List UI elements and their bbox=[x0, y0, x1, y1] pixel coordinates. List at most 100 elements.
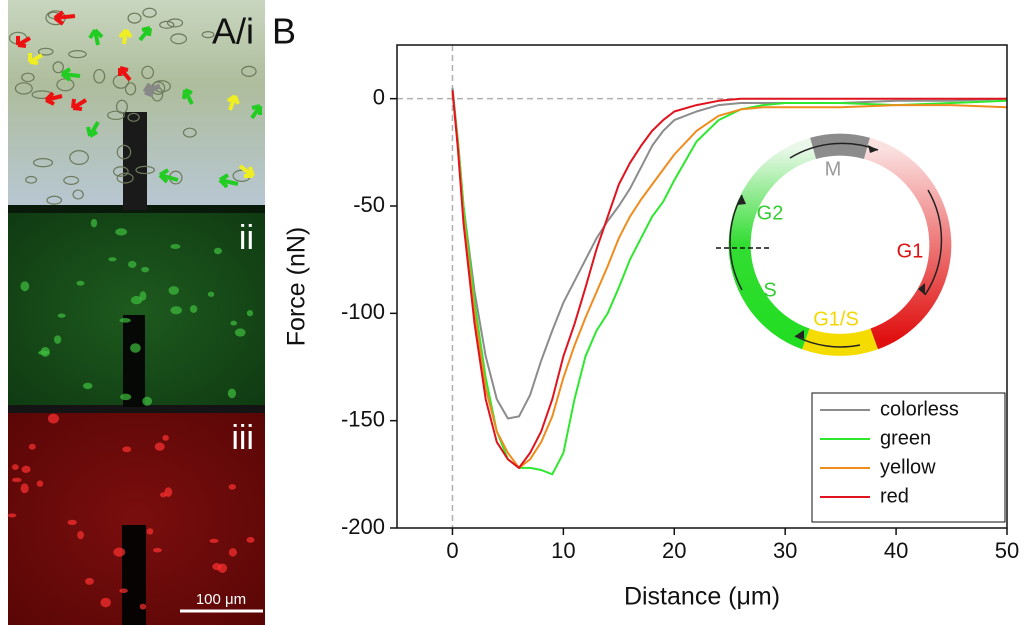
cell bbox=[228, 548, 237, 557]
cell bbox=[21, 465, 31, 473]
cell bbox=[90, 218, 98, 228]
inset-label: G1/S bbox=[813, 308, 859, 330]
arrowhead bbox=[868, 145, 878, 153]
cell bbox=[28, 443, 36, 450]
cell bbox=[142, 7, 157, 18]
cell bbox=[40, 347, 51, 357]
cell-cycle-inset bbox=[716, 133, 952, 356]
cell bbox=[57, 313, 66, 318]
cell bbox=[112, 166, 129, 177]
cell bbox=[115, 228, 128, 236]
cell bbox=[139, 603, 147, 610]
cell bbox=[20, 281, 30, 292]
cell bbox=[170, 306, 182, 315]
cell bbox=[7, 513, 17, 518]
x-tick-label: 30 bbox=[773, 538, 797, 563]
cell bbox=[82, 382, 93, 390]
panel-label: A/i bbox=[212, 11, 254, 52]
cell bbox=[116, 172, 134, 184]
cell bbox=[25, 175, 38, 184]
cell bbox=[37, 47, 54, 56]
pillar bbox=[122, 525, 146, 625]
cell bbox=[141, 266, 150, 273]
cell bbox=[72, 189, 84, 200]
cell bbox=[115, 99, 128, 114]
cell bbox=[170, 33, 188, 45]
cell bbox=[119, 318, 131, 323]
legend-box bbox=[811, 392, 1006, 523]
cell bbox=[164, 487, 173, 497]
panel-label: B bbox=[272, 11, 296, 52]
cell bbox=[162, 434, 169, 441]
cell bbox=[130, 295, 143, 305]
cell bbox=[141, 65, 155, 80]
cell bbox=[46, 195, 63, 205]
scale-bar-label: 100 μm bbox=[196, 591, 246, 608]
cell bbox=[217, 563, 228, 573]
cell bbox=[119, 588, 128, 594]
cell bbox=[201, 31, 215, 39]
cell bbox=[32, 158, 54, 168]
cell bbox=[207, 291, 215, 297]
inset-label: M bbox=[825, 158, 842, 180]
legend-label: colorless bbox=[880, 398, 959, 420]
y-tick-label: -100 bbox=[341, 299, 385, 324]
arrowhead bbox=[918, 283, 925, 295]
cell bbox=[241, 65, 257, 77]
cell bbox=[100, 597, 111, 608]
cell bbox=[21, 72, 35, 83]
x-tick-label: 0 bbox=[446, 538, 458, 563]
legend-label: green bbox=[880, 427, 931, 449]
cell bbox=[152, 547, 162, 553]
cell bbox=[170, 244, 181, 250]
cell bbox=[227, 388, 237, 399]
arrowhead bbox=[795, 330, 804, 339]
cell bbox=[209, 538, 219, 544]
cell bbox=[11, 464, 19, 471]
x-tick-label: 10 bbox=[551, 538, 575, 563]
cell bbox=[142, 396, 153, 406]
legend-label: yellow bbox=[880, 456, 936, 478]
cell bbox=[14, 82, 33, 95]
y-tick-label: -150 bbox=[341, 406, 385, 431]
cell bbox=[166, 18, 184, 28]
x-tick-label: 40 bbox=[884, 538, 908, 563]
ring-m bbox=[810, 133, 870, 160]
y-tick-label: -50 bbox=[353, 192, 385, 217]
legend-label: red bbox=[880, 485, 909, 507]
cell bbox=[234, 328, 246, 337]
ring-g1 bbox=[863, 137, 952, 350]
cell bbox=[63, 175, 80, 185]
cell bbox=[53, 335, 62, 344]
cell bbox=[159, 20, 175, 29]
y-tick-label: 0 bbox=[373, 84, 385, 109]
cell bbox=[20, 483, 29, 494]
data-line bbox=[451, 90, 1007, 469]
cell bbox=[124, 82, 137, 96]
cell bbox=[116, 144, 132, 160]
cell bbox=[189, 305, 198, 313]
cell bbox=[230, 320, 238, 326]
cell bbox=[108, 257, 117, 262]
x-tick-label: 20 bbox=[662, 538, 686, 563]
data-line bbox=[451, 87, 1008, 420]
inset-label: G2 bbox=[757, 202, 784, 224]
cell bbox=[68, 50, 87, 59]
cell bbox=[67, 519, 77, 526]
cell bbox=[154, 442, 165, 451]
pillar bbox=[123, 112, 147, 210]
cell bbox=[47, 413, 59, 424]
cell bbox=[77, 530, 84, 540]
arrow bbox=[729, 194, 743, 291]
cell bbox=[246, 310, 254, 317]
arrow bbox=[924, 189, 943, 296]
cell bbox=[113, 547, 126, 557]
ring-s-g2 bbox=[728, 137, 817, 350]
cell bbox=[11, 477, 22, 483]
cell bbox=[120, 393, 132, 401]
micrographs: 100 μm A/i ii iii bbox=[7, 0, 265, 625]
cell bbox=[85, 577, 94, 585]
cell bbox=[52, 61, 64, 74]
cell bbox=[36, 480, 44, 487]
